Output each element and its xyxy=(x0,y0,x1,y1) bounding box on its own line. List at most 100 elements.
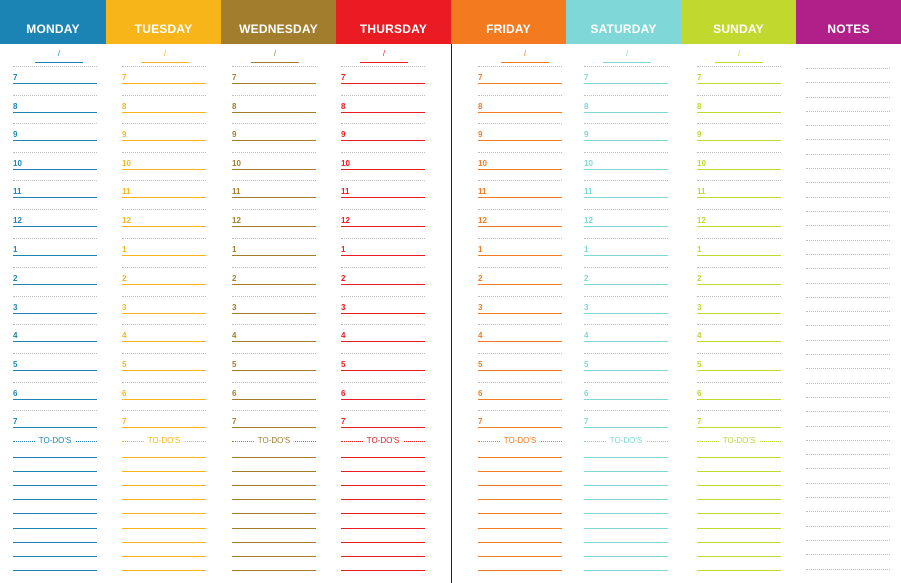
hour-line[interactable] xyxy=(697,313,781,314)
todo-line[interactable] xyxy=(341,528,425,529)
todo-line[interactable] xyxy=(232,485,316,486)
todo-line[interactable] xyxy=(341,499,425,500)
date-field[interactable]: / xyxy=(141,48,189,63)
todo-line[interactable] xyxy=(478,499,562,500)
hour-line[interactable] xyxy=(122,284,206,285)
hour-line[interactable] xyxy=(13,370,97,371)
hour-line[interactable] xyxy=(584,169,668,170)
hour-line[interactable] xyxy=(584,284,668,285)
notes-line[interactable] xyxy=(806,97,890,98)
hour-line[interactable] xyxy=(13,83,97,84)
todo-line[interactable] xyxy=(122,485,206,486)
todo-line[interactable] xyxy=(584,471,668,472)
todo-line[interactable] xyxy=(13,528,97,529)
hour-line[interactable] xyxy=(232,112,316,113)
hour-line[interactable] xyxy=(232,140,316,141)
hour-line[interactable] xyxy=(478,140,562,141)
hour-line[interactable] xyxy=(122,112,206,113)
hour-line[interactable] xyxy=(13,284,97,285)
hour-line[interactable] xyxy=(341,370,425,371)
hour-line[interactable] xyxy=(478,341,562,342)
todo-line[interactable] xyxy=(122,471,206,472)
date-field[interactable]: / xyxy=(251,48,299,63)
todo-line[interactable] xyxy=(232,570,316,571)
hour-line[interactable] xyxy=(341,341,425,342)
todo-line[interactable] xyxy=(341,570,425,571)
hour-line[interactable] xyxy=(584,140,668,141)
hour-line[interactable] xyxy=(13,255,97,256)
todo-line[interactable] xyxy=(478,471,562,472)
todo-line[interactable] xyxy=(478,457,562,458)
notes-line[interactable] xyxy=(806,497,890,498)
todo-line[interactable] xyxy=(232,528,316,529)
hour-line[interactable] xyxy=(478,370,562,371)
todo-line[interactable] xyxy=(232,556,316,557)
hour-line[interactable] xyxy=(13,427,97,428)
notes-line[interactable] xyxy=(806,68,890,69)
hour-line[interactable] xyxy=(697,83,781,84)
hour-line[interactable] xyxy=(697,427,781,428)
hour-line[interactable] xyxy=(584,83,668,84)
todo-line[interactable] xyxy=(584,570,668,571)
hour-line[interactable] xyxy=(584,112,668,113)
hour-line[interactable] xyxy=(122,370,206,371)
notes-line[interactable] xyxy=(806,383,890,384)
hour-line[interactable] xyxy=(232,370,316,371)
todo-line[interactable] xyxy=(341,542,425,543)
hour-line[interactable] xyxy=(232,255,316,256)
todo-line[interactable] xyxy=(122,556,206,557)
todo-line[interactable] xyxy=(341,457,425,458)
notes-line[interactable] xyxy=(806,325,890,326)
hour-line[interactable] xyxy=(122,313,206,314)
notes-line[interactable] xyxy=(806,240,890,241)
notes-line[interactable] xyxy=(806,440,890,441)
todo-line[interactable] xyxy=(122,570,206,571)
todo-line[interactable] xyxy=(122,499,206,500)
hour-line[interactable] xyxy=(232,341,316,342)
notes-line[interactable] xyxy=(806,569,890,570)
hour-line[interactable] xyxy=(122,197,206,198)
notes-line[interactable] xyxy=(806,426,890,427)
date-field[interactable]: / xyxy=(603,48,651,63)
hour-line[interactable] xyxy=(341,313,425,314)
notes-line[interactable] xyxy=(806,154,890,155)
hour-line[interactable] xyxy=(232,197,316,198)
todo-line[interactable] xyxy=(584,556,668,557)
hour-line[interactable] xyxy=(697,370,781,371)
notes-line[interactable] xyxy=(806,340,890,341)
notes-line[interactable] xyxy=(806,283,890,284)
date-field[interactable]: / xyxy=(715,48,763,63)
date-field[interactable]: / xyxy=(360,48,408,63)
todo-line[interactable] xyxy=(584,499,668,500)
hour-line[interactable] xyxy=(232,313,316,314)
todo-line[interactable] xyxy=(13,457,97,458)
hour-line[interactable] xyxy=(697,284,781,285)
hour-line[interactable] xyxy=(697,399,781,400)
hour-line[interactable] xyxy=(122,255,206,256)
hour-line[interactable] xyxy=(341,427,425,428)
notes-line[interactable] xyxy=(806,225,890,226)
todo-line[interactable] xyxy=(122,457,206,458)
todo-line[interactable] xyxy=(478,542,562,543)
hour-line[interactable] xyxy=(584,427,668,428)
hour-line[interactable] xyxy=(232,169,316,170)
todo-line[interactable] xyxy=(697,556,781,557)
hour-line[interactable] xyxy=(697,341,781,342)
hour-line[interactable] xyxy=(341,169,425,170)
hour-line[interactable] xyxy=(478,313,562,314)
hour-line[interactable] xyxy=(697,197,781,198)
notes-line[interactable] xyxy=(806,254,890,255)
todo-line[interactable] xyxy=(697,485,781,486)
hour-line[interactable] xyxy=(341,226,425,227)
date-field[interactable]: / xyxy=(501,48,549,63)
hour-line[interactable] xyxy=(584,226,668,227)
hour-line[interactable] xyxy=(341,140,425,141)
todo-line[interactable] xyxy=(232,542,316,543)
notes-line[interactable] xyxy=(806,483,890,484)
notes-line[interactable] xyxy=(806,554,890,555)
hour-line[interactable] xyxy=(122,341,206,342)
hour-line[interactable] xyxy=(478,284,562,285)
hour-line[interactable] xyxy=(122,169,206,170)
hour-line[interactable] xyxy=(13,140,97,141)
hour-line[interactable] xyxy=(232,427,316,428)
